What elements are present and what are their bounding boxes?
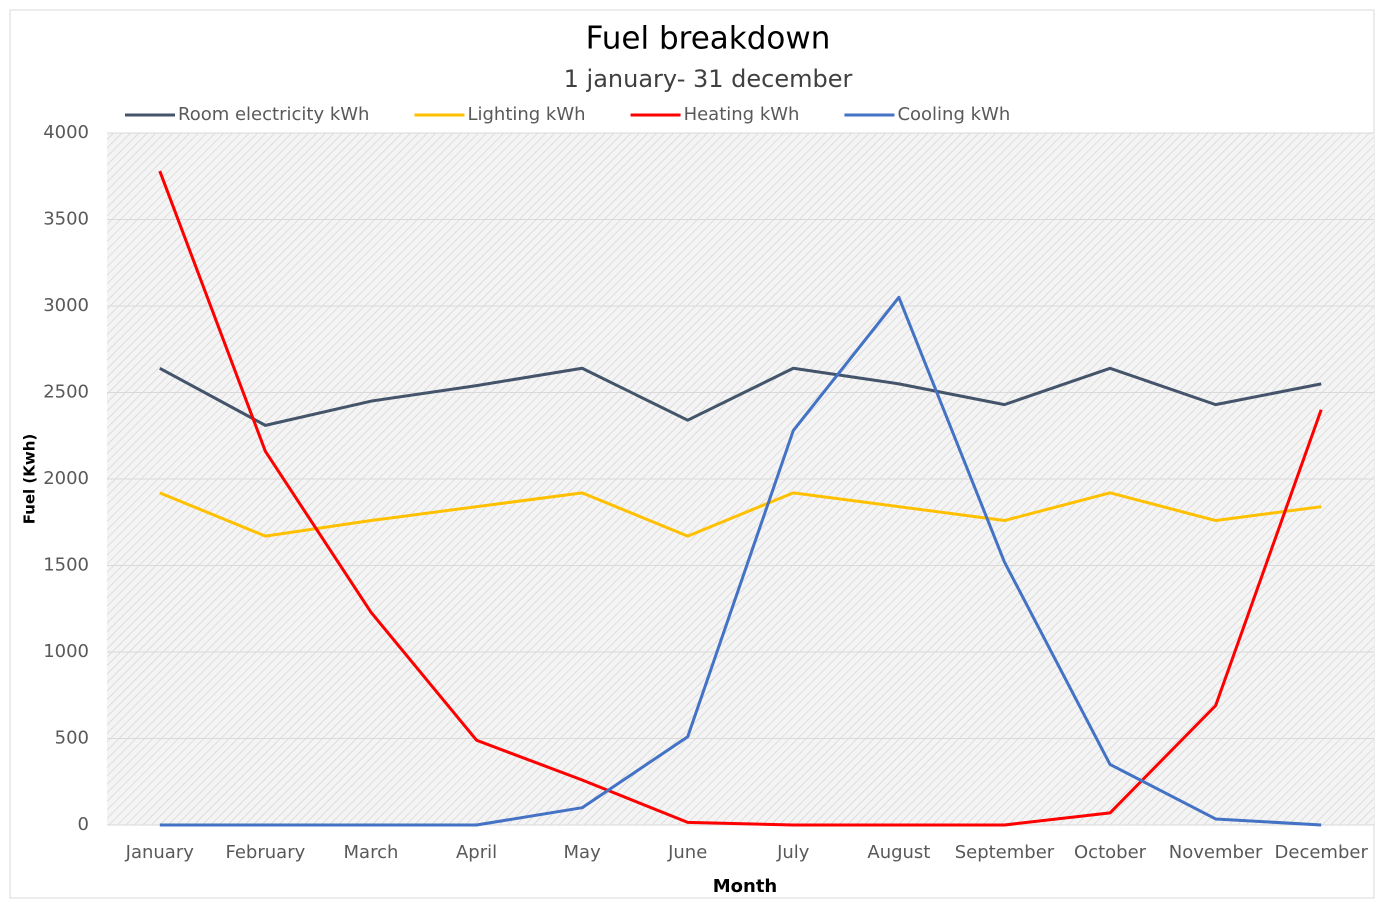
y-tick-label: 1000 (43, 641, 89, 662)
x-tick-label: September (955, 842, 1055, 863)
line-series (159, 366, 1322, 427)
chart-title: Fuel breakdown (586, 21, 831, 57)
x-axis-label: Month (713, 876, 778, 897)
chart-subtitle: 1 january- 31 december (564, 65, 853, 93)
y-tick-label: 500 (55, 728, 89, 749)
x-tick-label: January (125, 842, 195, 863)
line-series (159, 491, 1322, 538)
y-tick-label: 1500 (43, 555, 89, 576)
x-tick-label: April (456, 842, 497, 863)
x-tick-label: June (667, 842, 707, 863)
y-tick-label: 4000 (43, 122, 89, 143)
line-series (159, 295, 1322, 827)
x-tick-label: May (564, 842, 602, 863)
x-tick-label: July (776, 842, 810, 863)
x-tick-label: March (344, 842, 399, 863)
y-tick-label: 3000 (43, 295, 89, 316)
y-tick-label: 2000 (43, 468, 89, 489)
x-tick-label: December (1275, 842, 1369, 863)
y-tick-label: 0 (78, 814, 89, 835)
y-axis-label: Fuel (Kwh) (21, 434, 39, 525)
x-tick-label: October (1074, 842, 1147, 863)
x-tick-label: August (867, 842, 930, 863)
legend-label: Cooling kWh (897, 104, 1010, 125)
x-tick-label: November (1169, 842, 1263, 863)
legend-label: Heating kWh (684, 104, 800, 125)
x-tick-label: February (225, 842, 305, 863)
y-tick-label: 3500 (43, 209, 89, 230)
y-tick-label: 2500 (43, 382, 89, 403)
legend-label: Room electricity kWh (178, 104, 369, 125)
line-series (158, 170, 1323, 827)
legend-label: Lighting kWh (467, 104, 585, 125)
